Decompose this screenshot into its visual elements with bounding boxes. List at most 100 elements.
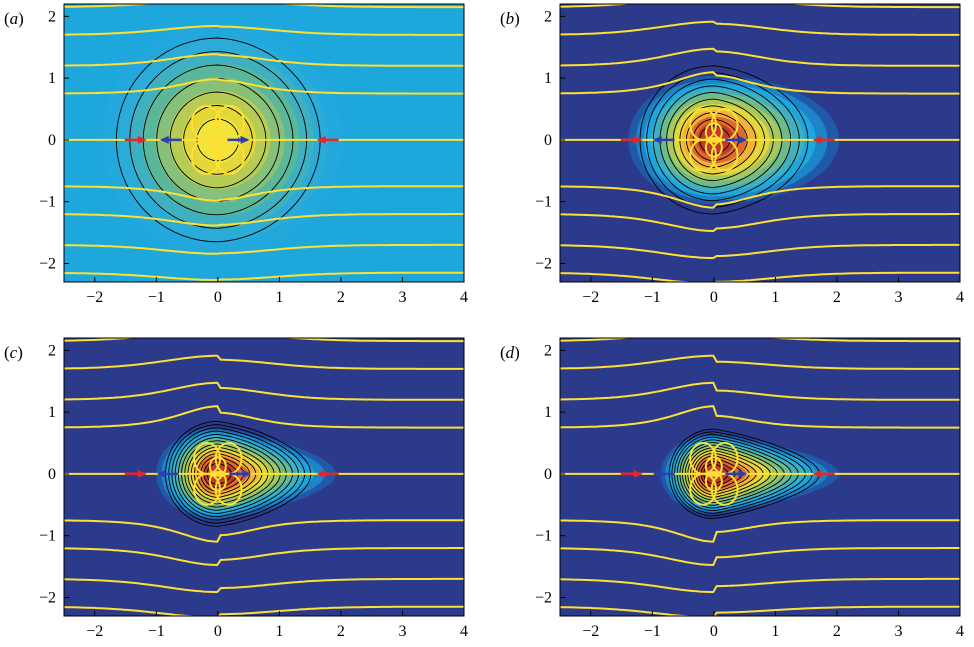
- stagnation-arrow: [240, 135, 250, 144]
- x-tick-label: 0: [710, 623, 718, 640]
- streamline: [64, 25, 464, 36]
- x-tick-label: 2: [337, 289, 345, 306]
- x-tick-label: 4: [460, 289, 468, 306]
- streamline: [560, 4, 960, 9]
- x-tick-label: 3: [398, 289, 406, 306]
- panel-c: −2 −1 0 1 2 3 4 2 1 0 −1 −2 (c): [4, 337, 468, 640]
- streamline: [64, 78, 464, 95]
- axes-frame: [63, 3, 465, 283]
- y-tick-label: 0: [48, 132, 56, 149]
- stagnation-arrow: [738, 135, 748, 144]
- plot-area: [560, 338, 960, 616]
- recirculation-loop: [704, 137, 723, 158]
- streamline: [64, 405, 464, 429]
- stagnation-arrow: [738, 469, 748, 478]
- x-tick-label: 2: [833, 289, 841, 306]
- y-tick-label: −1: [39, 194, 56, 211]
- streamline: [560, 271, 960, 282]
- x-tick-label: 0: [214, 623, 222, 640]
- streamline: [560, 338, 960, 343]
- streamline: [64, 605, 464, 616]
- streamline: [560, 547, 960, 567]
- recirculation-loop: [208, 471, 227, 492]
- panel-label: (b): [500, 9, 520, 28]
- y-tick-label: 0: [544, 132, 552, 149]
- axes-frame: [559, 3, 961, 283]
- x-tick-label: −1: [148, 623, 165, 640]
- y-tick-label: 1: [48, 70, 56, 87]
- y-tick-label: 1: [48, 404, 56, 421]
- panel-d: −2 −1 0 1 2 3 4 2 1 0 −1 −2 (d): [500, 337, 964, 640]
- panel-label: (a): [4, 9, 24, 28]
- streamline: [560, 519, 960, 543]
- y-tick-label: −2: [39, 255, 56, 272]
- x-tick-label: −2: [86, 289, 103, 306]
- y-tick-label: −2: [39, 589, 56, 606]
- y-tick-label: 1: [544, 404, 552, 421]
- panel-b: −2 −1 0 1 2 3 4 2 1 0 −1 −2 (b): [500, 3, 964, 306]
- x-tick-label: −1: [644, 289, 661, 306]
- y-tick-label: −2: [535, 589, 552, 606]
- stagnation-arrow: [652, 135, 662, 144]
- x-tick-label: 1: [771, 289, 779, 306]
- y-tick-label: 0: [544, 466, 552, 483]
- recirculation-loop: [208, 122, 227, 143]
- streamline: [64, 519, 464, 543]
- y-tick-label: 2: [48, 8, 56, 25]
- streamline: [560, 47, 960, 67]
- panel-label: (d): [500, 343, 520, 362]
- streamline: [64, 53, 464, 67]
- x-tick-label: 1: [275, 623, 283, 640]
- y-tick-label: −1: [39, 528, 56, 545]
- streamline: [64, 243, 464, 255]
- streamline: [64, 4, 464, 9]
- stagnation-arrow: [633, 469, 643, 478]
- x-tick-label: 2: [833, 623, 841, 640]
- y-tick-label: 2: [48, 342, 56, 359]
- y-tick-label: 0: [48, 466, 56, 483]
- streamline: [560, 381, 960, 401]
- y-tick-label: 2: [544, 8, 552, 25]
- stagnation-arrow: [633, 135, 643, 144]
- y-tick-label: −2: [535, 255, 552, 272]
- axes-frame: [63, 337, 465, 617]
- x-tick-label: 1: [771, 623, 779, 640]
- streamline: [560, 243, 960, 259]
- stagnation-arrow: [316, 135, 326, 144]
- stagnation-arrow: [137, 135, 147, 144]
- streamline: [64, 338, 464, 343]
- streamline: [64, 381, 464, 401]
- recirculation-loop: [208, 137, 227, 158]
- streamline: [560, 605, 960, 616]
- streamline: [560, 577, 960, 593]
- stagnation-arrow: [156, 469, 166, 478]
- panel-a: −2 −1 0 1 2 3 4 2 1 0 −1 −2 (a): [4, 3, 468, 306]
- y-tick-label: 2: [544, 342, 552, 359]
- recirculation-loop: [704, 456, 723, 477]
- x-tick-label: −2: [86, 623, 103, 640]
- streamline: [560, 20, 960, 36]
- plot-area: [64, 338, 464, 616]
- panel-label: (c): [4, 343, 23, 362]
- plot-area: [560, 4, 960, 282]
- recirculation-loop: [704, 122, 723, 143]
- streamline: [64, 547, 464, 567]
- stagnation-arrow: [812, 135, 822, 144]
- x-tick-label: 1: [275, 289, 283, 306]
- x-tick-label: 4: [956, 289, 964, 306]
- x-tick-label: −1: [644, 623, 661, 640]
- streamline: [64, 354, 464, 370]
- recirculation-loop: [704, 471, 723, 492]
- x-tick-label: 3: [894, 289, 902, 306]
- streamline: [560, 71, 960, 95]
- x-tick-label: −2: [582, 289, 599, 306]
- stagnation-arrow: [652, 469, 662, 478]
- plot-area: [64, 4, 464, 282]
- axes-frame: [559, 337, 961, 617]
- streamline: [560, 354, 960, 370]
- x-tick-label: 4: [460, 623, 468, 640]
- stagnation-arrow: [137, 469, 147, 478]
- y-tick-label: 1: [544, 70, 552, 87]
- streamline: [560, 213, 960, 233]
